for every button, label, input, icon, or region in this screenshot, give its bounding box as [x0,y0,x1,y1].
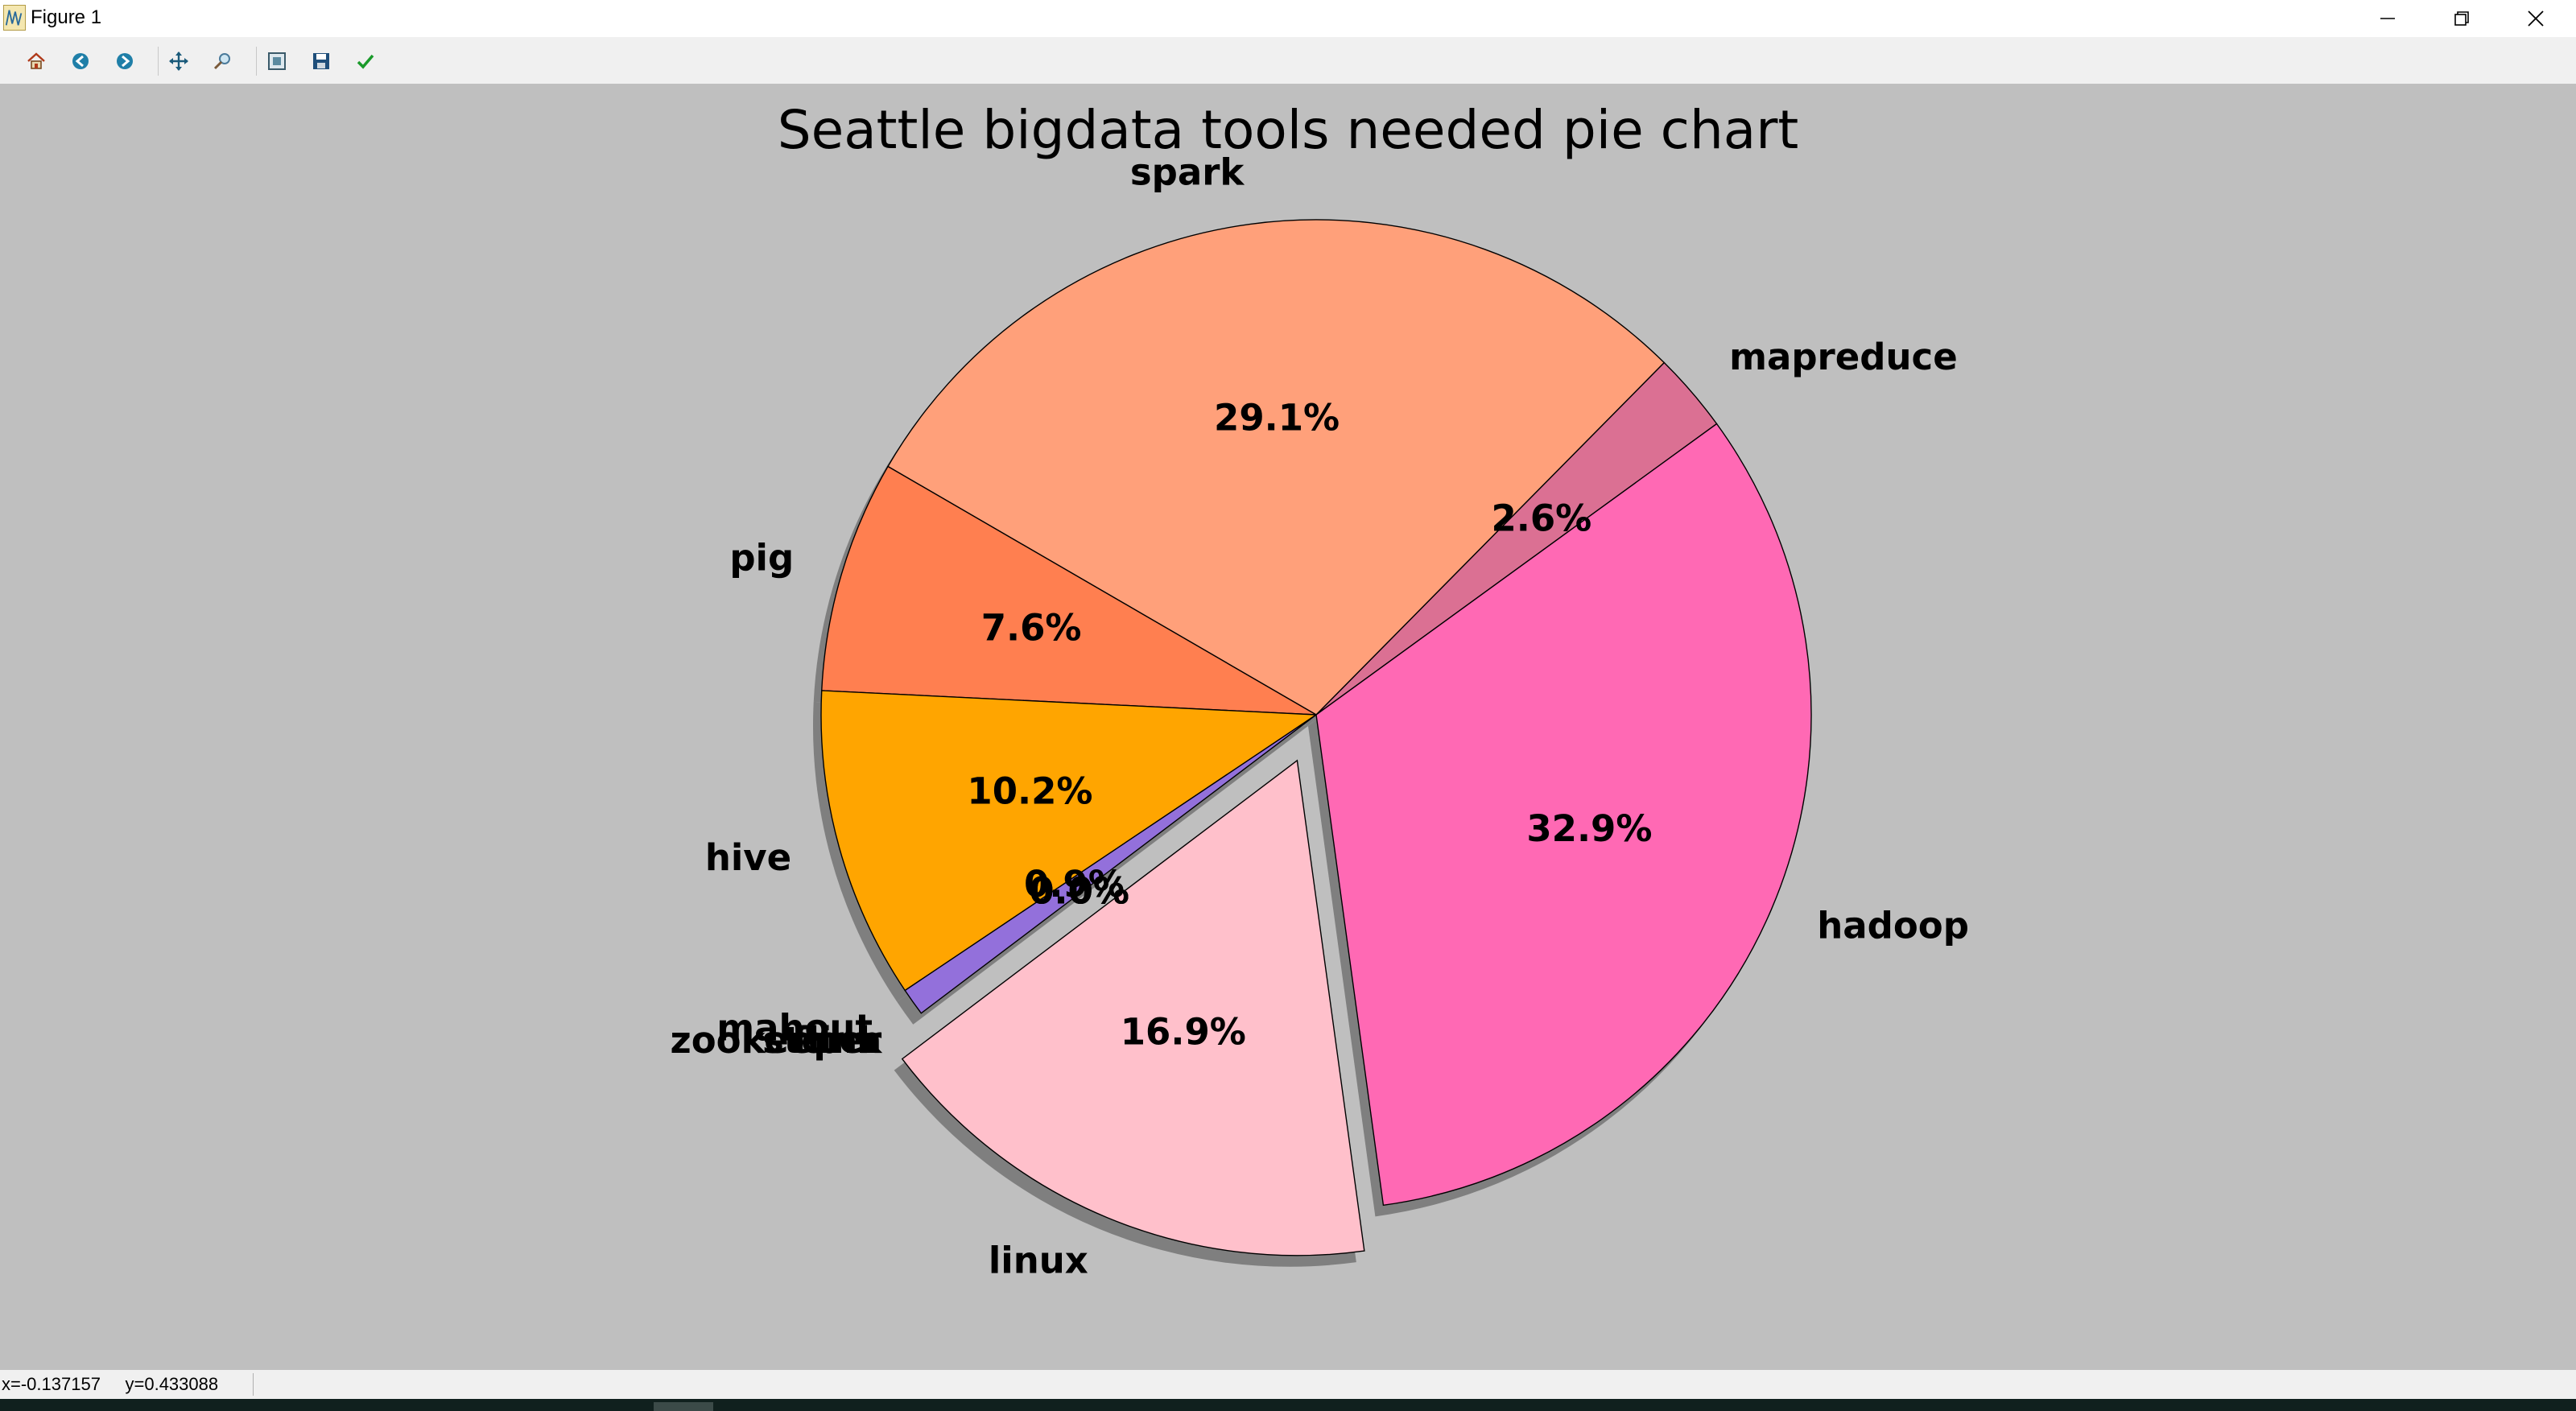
save-disk-icon [313,53,329,69]
toolbar-separator [256,47,257,76]
restore-button[interactable] [2425,0,2499,37]
home-icon [27,52,45,69]
close-button[interactable] [2499,0,2573,37]
toolbar-separator [158,47,159,76]
pan-button[interactable] [164,47,193,76]
pct-label-spark: 29.1% [1214,396,1340,439]
pct-label-pig: 7.6% [981,606,1082,649]
slice-label-storm: storm [762,1019,881,1062]
slice-label-hive: hive [705,836,791,879]
window-titlebar: Figure 1 [0,0,2576,37]
window-title: Figure 1 [31,6,102,28]
pie-slice-spark [887,219,1666,716]
zoom-icon [213,53,230,70]
pct-label-mahout: 0.9% [1024,863,1125,906]
pie-chart: Seattle bigdata tools needed pie chart m… [671,99,1969,1282]
figure-canvas[interactable]: Seattle bigdata tools needed pie chart m… [0,84,2576,1370]
slice-label-mahout: mahout [716,1006,873,1049]
zoom-button[interactable] [208,47,237,76]
slice-label-hadoop: hadoop [1817,904,1969,947]
minimize-icon [2380,18,2395,19]
pct-label-storm: 0.0% [1029,869,1129,912]
os-taskbar [0,1399,2576,1411]
subplots-icon [268,52,286,70]
restore-icon [2454,11,2469,26]
close-icon [2528,10,2544,27]
configure-subplots-button[interactable] [262,47,291,76]
slice-label-spark: spark [1130,151,1245,193]
slice-label-pig: pig [729,536,794,579]
status-bar: x=-0.137157 y=0.433088 [0,1370,2576,1399]
pie-slice-hive [820,690,1319,992]
back-arrow-icon [72,53,89,69]
save-button[interactable] [307,47,336,76]
status-separator [253,1373,254,1396]
pie-slice-pig [821,465,1317,716]
forward-arrow-icon [117,53,133,69]
matplotlib-app-icon [3,5,26,31]
pct-label-hive: 10.2% [967,770,1092,813]
pct-label-mapreduce: 2.6% [1491,497,1591,540]
minimize-button[interactable] [2351,0,2425,37]
chart-title: Seattle bigdata tools needed pie chart [778,99,1799,161]
back-button[interactable] [66,47,95,76]
pie-slices [820,219,1812,1256]
slice-labels: mapreduce 2.6% spark 29.1% pig 7.6% hive 10.2% m… [671,151,1969,1281]
pct-label-hadoop: 32.9% [1526,807,1652,850]
pie-slice-hadoop [1315,423,1812,1207]
navigation-toolbar [0,37,2576,84]
pie-slice-mahout [904,714,1317,1014]
cursor-coordinates: x=-0.137157 y=0.433088 [2,1374,219,1394]
pan-move-icon [169,52,188,71]
checkmark-icon [357,54,374,69]
edit-parameters-button[interactable] [351,47,380,76]
forward-button[interactable] [110,47,139,76]
pct-label-flink: 0.0% [1029,869,1129,912]
home-button[interactable] [22,47,51,76]
pie-slice-linux [901,759,1365,1256]
slice-label-zookeeper: zookeeper [671,1019,883,1062]
pct-label-linux: 16.9% [1121,1011,1246,1054]
taskbar-active-item[interactable] [654,1402,713,1411]
slice-label-flink: flink [793,1019,883,1062]
pct-label-zookeeper: 0.0% [1029,869,1129,912]
slice-label-mapreduce: mapreduce [1729,336,1958,378]
slice-label-linux: linux [989,1240,1088,1282]
